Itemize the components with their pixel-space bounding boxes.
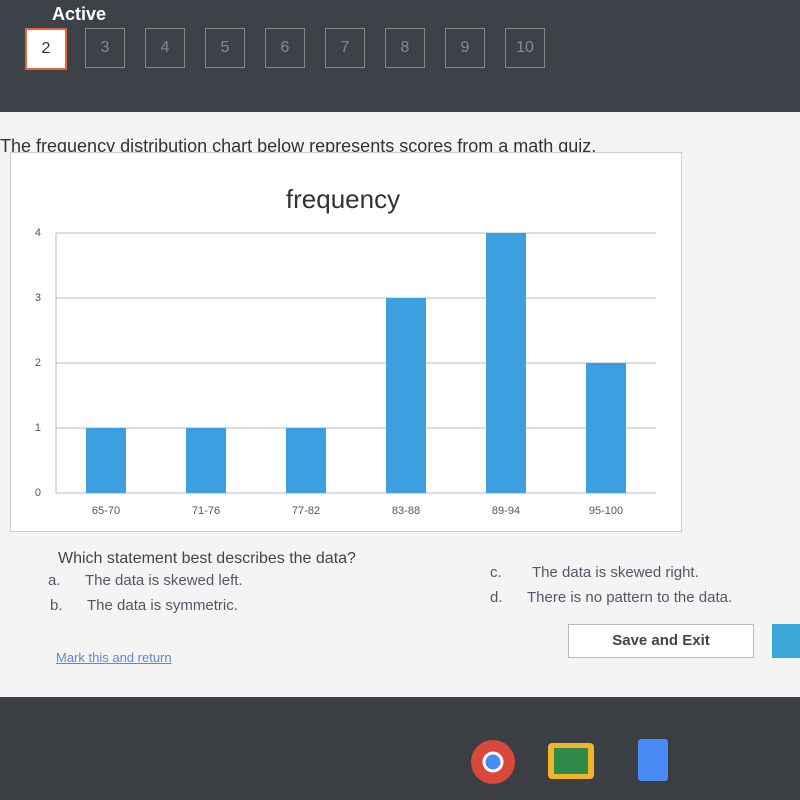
x-tick-label: 65-70 xyxy=(92,505,120,517)
question: Which statement best describes the data? xyxy=(58,550,356,567)
chrome-center xyxy=(482,751,504,773)
taskbar xyxy=(471,739,668,784)
prompt: The frequency distribution chart below r… xyxy=(0,136,597,156)
option-text[interactable]: The data is skewed left. xyxy=(85,572,243,589)
y-tick-label: 4 xyxy=(35,227,41,239)
top-bar: Active 2 3 4 5 6 7 8 9 10 xyxy=(0,0,800,112)
question-button[interactable]: 10 xyxy=(505,28,545,68)
bar xyxy=(486,233,526,493)
y-tick-label: 2 xyxy=(35,357,41,369)
question-button[interactable]: 3 xyxy=(85,28,125,68)
bar xyxy=(86,428,126,493)
option-letter: d. xyxy=(490,589,503,606)
save-button[interactable]: Save and Exit xyxy=(568,624,754,658)
docs-icon xyxy=(638,739,668,781)
question-button[interactable]: 9 xyxy=(445,28,485,68)
bar xyxy=(286,428,326,493)
y-tick-label: 1 xyxy=(35,422,41,434)
chart-title: frequency xyxy=(286,184,400,214)
bar xyxy=(186,428,226,493)
bar xyxy=(586,363,626,493)
question-button[interactable]: 4 xyxy=(145,28,185,68)
option-text[interactable]: The data is skewed right. xyxy=(532,564,699,581)
y-tick-label: 0 xyxy=(35,487,41,499)
bar xyxy=(386,298,426,493)
option-letter: a. xyxy=(48,572,61,589)
option-text[interactable]: There is no pattern to the data. xyxy=(527,589,733,606)
classroom-inner xyxy=(554,748,588,774)
option-letter: b. xyxy=(50,597,63,614)
content: The frequency distribution chart below r… xyxy=(0,112,800,697)
question-button[interactable]: 7 xyxy=(325,28,365,68)
question-button[interactable]: 8 xyxy=(385,28,425,68)
question-button[interactable]: 5 xyxy=(205,28,245,68)
chart: frequency 0 1 2 3 4 65-70 71-76 77-82 83-88 89-94… xyxy=(35,184,656,517)
question-button[interactable]: 6 xyxy=(265,28,305,68)
x-tick-label: 89-94 xyxy=(492,505,520,517)
next-button[interactable] xyxy=(772,624,800,658)
option-text[interactable]: The data is symmetric. xyxy=(87,597,238,614)
question-button[interactable]: 2 xyxy=(25,28,67,70)
option-letter: c. xyxy=(490,564,502,581)
x-tick-label: 83-88 xyxy=(392,505,420,517)
y-tick-label: 3 xyxy=(35,292,41,304)
x-tick-label: 71-76 xyxy=(192,505,220,517)
x-tick-label: 95-100 xyxy=(589,505,623,517)
mark-link[interactable]: Mark this and return xyxy=(56,650,172,665)
x-tick-label: 77-82 xyxy=(292,505,320,517)
status: Active xyxy=(52,4,107,24)
chart-box: frequency 0 1 2 3 4 65-70 71-76 77-82 83-88 89-94… xyxy=(10,152,682,532)
